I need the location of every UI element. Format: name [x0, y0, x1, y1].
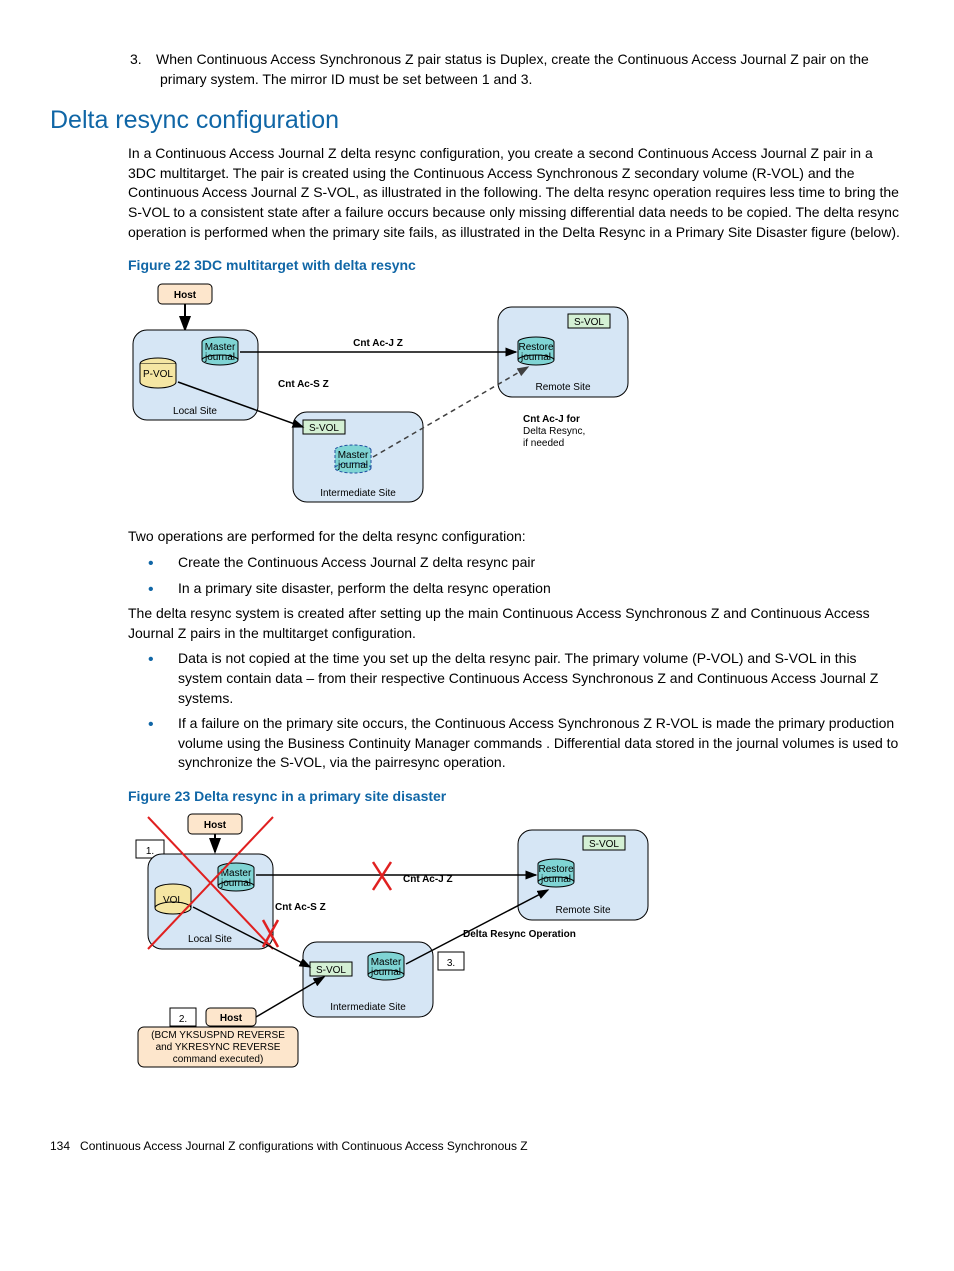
footer-title: Continuous Access Journal Z configuratio…: [80, 1139, 528, 1153]
detail-list: Data is not copied at the time you set u…: [148, 649, 904, 773]
svg-text:journal: journal: [520, 352, 551, 363]
svg-text:Intermediate Site: Intermediate Site: [330, 1002, 406, 1013]
figure-22-diagram: Host P-VOL Master journal Local Site S-V…: [128, 282, 904, 518]
svg-text:VOL: VOL: [163, 895, 183, 906]
ops-item-2: In a primary site disaster, perform the …: [148, 579, 904, 599]
svg-text:1.: 1.: [146, 846, 154, 857]
two-ops-intro: Two operations are performed for the del…: [128, 527, 904, 547]
svg-text:Remote Site: Remote Site: [535, 382, 590, 393]
host-label: Host: [174, 290, 197, 301]
svg-text:S-VOL: S-VOL: [316, 965, 346, 976]
svg-text:journal: journal: [220, 878, 251, 889]
svg-text:Host: Host: [204, 820, 227, 831]
svg-text:Remote Site: Remote Site: [555, 905, 610, 916]
svg-text:Cnt Ac-S Z: Cnt Ac-S Z: [275, 902, 326, 913]
svg-text:Cnt Ac-J Z: Cnt Ac-J Z: [403, 874, 453, 885]
page-number: 134: [50, 1139, 70, 1153]
svg-text:if needed: if needed: [523, 438, 564, 449]
ops-list: Create the Continuous Access Journal Z d…: [148, 553, 904, 598]
svg-text:Local Site: Local Site: [188, 934, 232, 945]
after-ops-paragraph: The delta resync system is created after…: [128, 604, 904, 643]
svg-text:Cnt Ac-S Z: Cnt Ac-S Z: [278, 379, 329, 390]
svg-text:S-VOL: S-VOL: [589, 839, 619, 850]
numbered-step-3: 3.When Continuous Access Synchronous Z p…: [160, 50, 904, 89]
svg-text:Intermediate Site: Intermediate Site: [320, 488, 396, 499]
svg-text:Local Site: Local Site: [173, 406, 217, 417]
figure-23-diagram: Host 1. VOL Master journal Local Site S-…: [128, 812, 904, 1078]
svg-text:2.: 2.: [179, 1014, 187, 1025]
svg-text:Delta Resync,: Delta Resync,: [523, 426, 585, 437]
svg-text:(BCM YKSUSPND REVERSE: (BCM YKSUSPND REVERSE: [151, 1030, 285, 1041]
detail-item-1: Data is not copied at the time you set u…: [148, 649, 904, 708]
step-text: When Continuous Access Synchronous Z pai…: [156, 51, 869, 87]
svg-text:3.: 3.: [447, 958, 455, 969]
svg-text:S-VOL: S-VOL: [574, 317, 604, 328]
svg-text:Cnt Ac-J for: Cnt Ac-J for: [523, 414, 580, 425]
svg-text:Host: Host: [220, 1013, 243, 1024]
svg-text:Delta Resync Operation: Delta Resync Operation: [463, 929, 576, 940]
svg-text:journal: journal: [337, 460, 368, 471]
svg-text:command executed): command executed): [173, 1054, 264, 1065]
step-number: 3.: [130, 50, 156, 70]
svg-text:journal: journal: [370, 967, 401, 978]
svg-text:journal: journal: [204, 352, 235, 363]
svg-text:journal: journal: [540, 874, 571, 885]
svg-text:and YKRESYNC REVERSE: and YKRESYNC REVERSE: [156, 1042, 281, 1053]
svg-text:P-VOL: P-VOL: [143, 369, 173, 380]
intro-paragraph: In a Continuous Access Journal Z delta r…: [128, 144, 904, 242]
svg-text:S-VOL: S-VOL: [309, 423, 339, 434]
detail-item-2: If a failure on the primary site occurs,…: [148, 714, 904, 773]
figure-22-caption: Figure 22 3DC multitarget with delta res…: [128, 256, 904, 276]
svg-text:Cnt Ac-J Z: Cnt Ac-J Z: [353, 338, 403, 349]
page-footer: 134 Continuous Access Journal Z configur…: [50, 1138, 904, 1155]
ops-item-1: Create the Continuous Access Journal Z d…: [148, 553, 904, 573]
figure-23-caption: Figure 23 Delta resync in a primary site…: [128, 787, 904, 807]
section-heading: Delta resync configuration: [50, 103, 904, 138]
